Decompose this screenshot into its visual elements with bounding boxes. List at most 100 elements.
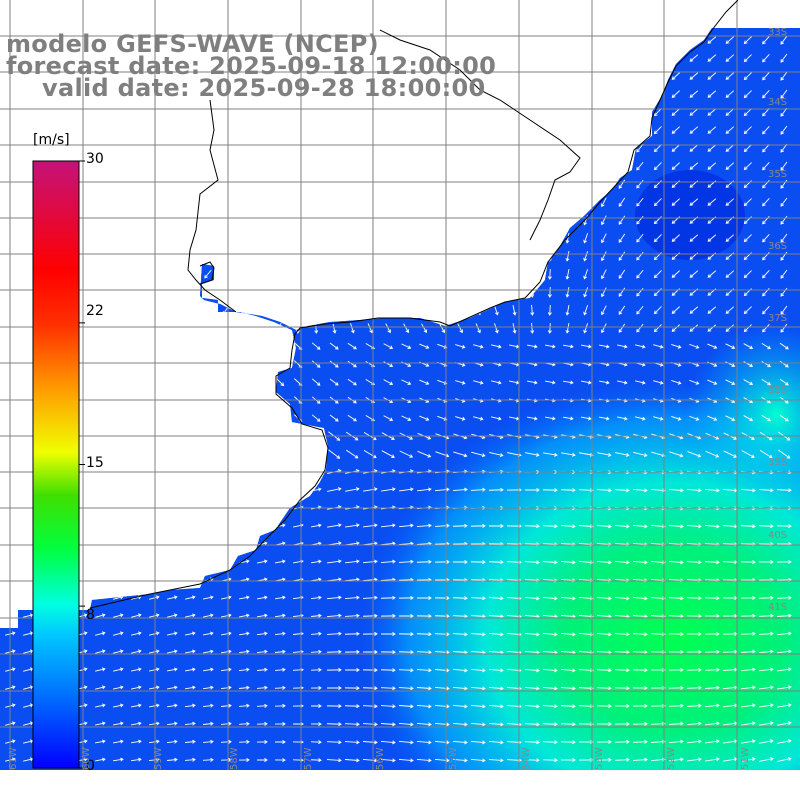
wind-arrow [614, 596, 630, 601]
wind-arrow [403, 323, 410, 334]
wind-arrow [596, 686, 612, 691]
wind-arrow [725, 72, 735, 80]
wind-arrow [452, 632, 468, 637]
wind-arrow [184, 685, 196, 690]
wind-arrow [636, 305, 644, 315]
wind-arrow [599, 380, 610, 385]
wind-arrow [310, 704, 322, 708]
wind-arrow [95, 631, 106, 636]
lon-label: 57W [303, 747, 314, 770]
wind-arrow [743, 198, 752, 207]
wind-arrow [488, 614, 504, 619]
wind-arrow [344, 758, 360, 763]
wind-arrow [725, 379, 736, 385]
wind-arrow [148, 739, 160, 744]
wind-arrow [583, 305, 589, 316]
wind-arrow [112, 757, 124, 762]
wind-arrow [704, 721, 720, 726]
wind-arrow [779, 360, 789, 368]
wind-arrow [636, 287, 644, 297]
wind-arrow [599, 416, 610, 421]
wind-arrow [542, 686, 558, 691]
wind-arrow [650, 685, 666, 690]
wind-arrow [689, 198, 699, 206]
wind-arrow [185, 649, 196, 654]
wind-arrow [601, 323, 607, 334]
wind-arrow [326, 704, 342, 709]
wind-arrow [488, 668, 504, 673]
wind-arrow [184, 667, 196, 672]
wind-arrow [398, 614, 414, 618]
wind-arrow [596, 524, 612, 529]
lat-label: 33S [768, 27, 788, 38]
wind-arrow [653, 270, 662, 279]
wind-arrow [632, 757, 648, 762]
wind-arrow [470, 668, 486, 673]
wind-arrow [777, 721, 792, 726]
wind-arrow [776, 631, 792, 636]
wind-arrow [398, 740, 414, 745]
wind-arrow [632, 488, 648, 493]
wind-arrow [525, 452, 540, 457]
wind-arrow [542, 560, 558, 565]
wind-arrow [310, 613, 322, 618]
wind-arrow [743, 306, 752, 315]
wind-arrow [95, 667, 106, 672]
wind-arrow [780, 269, 788, 279]
wind-arrow [256, 758, 268, 762]
wind-arrow [398, 668, 414, 673]
wind-arrow [488, 758, 504, 763]
wind-arrow [653, 380, 664, 385]
wind-arrow [363, 487, 378, 492]
wind-arrow [650, 650, 666, 655]
wind-arrow [618, 179, 626, 189]
wind-arrow [686, 596, 702, 601]
wind-arrow [725, 415, 736, 421]
wind-arrow [439, 323, 446, 334]
wind-arrow [398, 559, 414, 564]
wind-arrow [547, 322, 552, 334]
wind-arrow [581, 416, 592, 421]
wind-arrow [437, 415, 448, 421]
valid-date: valid date: 2025-09-28 18:00:00 [42, 74, 486, 102]
wind-arrow [362, 740, 378, 745]
wind-arrow [113, 685, 124, 690]
wind-arrow [597, 452, 612, 457]
wind-arrow [632, 614, 648, 619]
wind-arrow [256, 595, 268, 600]
wind-arrow [488, 560, 504, 565]
wind-arrow [148, 703, 160, 708]
wind-arrow [668, 667, 684, 672]
wind-arrow [542, 740, 558, 745]
wind-arrow [238, 631, 250, 636]
wind-arrow [632, 739, 648, 744]
wind-arrow [560, 704, 576, 709]
wind-arrow [777, 667, 792, 672]
wind-arrow [417, 450, 432, 458]
wind-arrow [488, 487, 504, 492]
wind-arrow [780, 197, 788, 207]
lon-label: 59W [153, 747, 164, 770]
wind-arrow [311, 414, 321, 422]
wind-arrow [614, 614, 630, 619]
wind-arrow [434, 650, 450, 655]
wind-arrow [452, 487, 468, 492]
wind-arrow [329, 378, 339, 386]
coastline [89, 0, 739, 609]
wind-arrow [380, 740, 396, 745]
wind-arrow [758, 667, 774, 672]
wind-arrow [238, 685, 250, 690]
wind-arrow [614, 650, 630, 655]
colorbar-unit-label: [m/s] [33, 132, 70, 148]
wind-arrow [743, 108, 752, 117]
wind-arrow [776, 595, 792, 600]
wind-arrow [740, 613, 756, 618]
wind-arrow [562, 416, 574, 421]
wind-arrow [220, 721, 232, 726]
wind-arrow [416, 704, 432, 709]
wind-arrow [488, 740, 504, 745]
wind-arrow [452, 650, 468, 655]
wind-arrow [381, 450, 395, 458]
wind-arrow [148, 721, 160, 726]
wind-arrow [362, 595, 378, 600]
